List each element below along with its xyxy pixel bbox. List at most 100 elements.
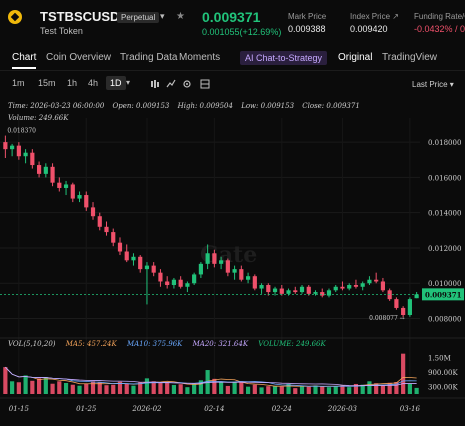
volume-bar <box>117 381 123 394</box>
candle-body <box>144 265 150 270</box>
volume-legend: VOL(5,10,20) MA5: 457.24K MA10: 375.96K … <box>8 340 334 348</box>
indicator-icon[interactable] <box>166 79 176 89</box>
mark-price-label: Mark Price <box>288 12 327 21</box>
candle-body <box>90 207 96 217</box>
tab-trading-data[interactable]: Trading Data <box>120 52 178 63</box>
volume-bar <box>219 382 224 394</box>
volume-bar <box>63 383 69 394</box>
chart-toolbar: 1m 15m 1h 4h 1D ▾ <box>0 74 465 96</box>
candle-body <box>138 256 143 270</box>
volume-bar <box>90 381 96 394</box>
tab-tradingview[interactable]: TradingView <box>382 52 438 63</box>
candle-body <box>272 288 278 293</box>
candle-body <box>245 276 251 280</box>
candle-body <box>340 286 345 289</box>
candle-body <box>63 184 69 188</box>
candle-body <box>192 274 197 284</box>
candle-body <box>374 279 379 282</box>
price-axis-label: 0.012000 <box>428 245 461 253</box>
volume-bar <box>259 387 264 394</box>
volume-bar <box>380 385 386 394</box>
price-axis-label: 0.008000 <box>428 316 461 324</box>
volume-bar <box>353 383 359 394</box>
candle-body <box>407 299 412 316</box>
candle-body <box>158 272 163 282</box>
candle-body <box>117 242 123 252</box>
candle-body <box>198 263 203 275</box>
volume-bar <box>313 385 318 394</box>
timeframe-1h[interactable]: 1h <box>67 78 78 88</box>
candle-body <box>171 279 177 286</box>
price-axis-label: 0.010000 <box>428 280 461 288</box>
volume-bar <box>326 387 332 394</box>
candle-body <box>259 285 264 289</box>
candle-body <box>43 166 48 174</box>
index-price-label[interactable]: Index Price ↗ <box>350 12 399 21</box>
candle-body <box>104 226 109 233</box>
timeframe-dropdown-icon[interactable]: ▾ <box>126 78 131 87</box>
volume-bar <box>50 383 55 394</box>
price-type-selector[interactable]: Last Price ▾ <box>412 80 454 89</box>
volume-bar <box>3 367 8 394</box>
timeframe-1d[interactable]: 1D <box>106 76 126 90</box>
price-change: 0.001055(+12.69%) <box>202 27 282 37</box>
candle-body <box>225 260 230 273</box>
current-price-tag <box>422 288 464 301</box>
candle-body <box>306 286 311 294</box>
funding-rate-value: -0.0432% / 0 <box>414 24 465 34</box>
token-full-name: Test Token <box>40 26 83 36</box>
volume-bar <box>144 378 150 394</box>
tab-coin-overview[interactable]: Coin Overview <box>46 52 112 63</box>
tab-chart[interactable]: Chart <box>12 52 37 63</box>
volume-bar <box>272 385 278 394</box>
volume-bar <box>104 385 109 394</box>
candle-body <box>124 251 129 261</box>
tab-original[interactable]: Original <box>338 52 373 63</box>
volume-ma10-line <box>5 366 417 387</box>
symbol-name[interactable]: TSTBSCUSDT <box>40 9 128 24</box>
volume-bar <box>16 382 21 394</box>
ohlc-volume: Volume: 249.66K <box>8 114 69 122</box>
chevron-down-icon[interactable]: ▾ <box>160 11 165 21</box>
candle-type-icon[interactable] <box>150 79 160 89</box>
candle-body <box>84 195 89 208</box>
volume-bar <box>306 386 311 394</box>
timeframe-4h[interactable]: 4h <box>88 78 99 88</box>
ohlc-time: Time: 2026-03-23 06:00:00 <box>8 102 105 110</box>
volume-bar <box>320 386 325 394</box>
candle-body <box>360 283 365 287</box>
chart-tabs: Chart Coin Overview Trading Data Moments… <box>0 48 465 71</box>
volume-bar <box>198 380 203 394</box>
favorite-star-icon[interactable]: ★ <box>176 11 185 22</box>
volume-bar <box>124 383 129 394</box>
volume-bar <box>43 377 48 394</box>
last-price: 0.009371 <box>202 9 261 25</box>
timeframe-1m[interactable]: 1m <box>12 78 25 88</box>
candle-body <box>111 232 116 243</box>
candle-body <box>185 283 190 287</box>
time-axis-label: 2026-03 <box>327 405 358 413</box>
candle-body <box>367 279 372 284</box>
candle-body <box>77 195 82 199</box>
tab-ai-chat-to-strategy[interactable]: AI Chat-to-Strategy <box>240 51 328 65</box>
low-price-marker: 0.008077 → <box>369 315 405 322</box>
candle-body <box>320 292 325 296</box>
candle-body <box>3 142 8 150</box>
volume-bar <box>36 378 42 394</box>
layout-icon[interactable] <box>200 79 210 89</box>
volume-bar <box>347 387 352 394</box>
candle-body <box>131 256 136 261</box>
funding-rate-label: Funding Rate/C <box>414 12 465 21</box>
candle-body <box>313 292 318 294</box>
volume-bar <box>225 385 230 394</box>
candle-body <box>279 288 284 294</box>
candle-body <box>205 253 210 264</box>
volume-bar <box>151 381 156 394</box>
tab-moments[interactable]: Moments <box>179 52 221 63</box>
time-axis-label: 02-24 <box>272 405 292 413</box>
timeframe-15m[interactable]: 15m <box>38 78 56 88</box>
settings-icon[interactable] <box>182 79 192 89</box>
candle-body <box>387 290 392 300</box>
candle-body <box>178 279 183 287</box>
volume-bar <box>340 385 345 394</box>
